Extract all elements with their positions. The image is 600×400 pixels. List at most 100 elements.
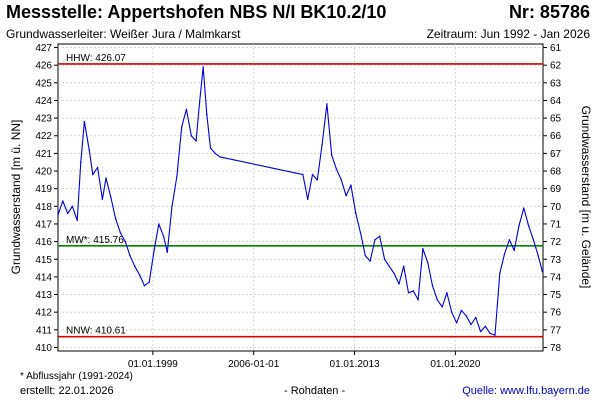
reference-line-label: MW*: 415.76 bbox=[66, 235, 124, 246]
data-point bbox=[219, 156, 221, 158]
data-point bbox=[316, 179, 318, 181]
left-tick-label: 422 bbox=[35, 131, 52, 142]
data-point bbox=[508, 239, 511, 241]
data-point bbox=[379, 235, 381, 238]
data-point bbox=[422, 247, 424, 250]
right-tick-label: 77 bbox=[550, 325, 562, 336]
right-tick-label: 71 bbox=[550, 219, 562, 230]
data-point bbox=[403, 265, 405, 268]
data-point bbox=[417, 299, 419, 301]
data-point bbox=[92, 173, 94, 176]
right-tick-label: 65 bbox=[550, 114, 562, 125]
right-tick-label: 62 bbox=[550, 61, 562, 72]
x-tick-label: 01.01.2013 bbox=[330, 359, 380, 370]
right-tick-label: 70 bbox=[550, 202, 562, 213]
source-link[interactable]: Quelle: www.lfu.bayern.de bbox=[462, 385, 590, 397]
data-point bbox=[523, 207, 525, 209]
data-point bbox=[185, 108, 188, 110]
data-point bbox=[470, 323, 472, 326]
left-tick-label: 419 bbox=[35, 184, 52, 195]
data-point bbox=[499, 272, 501, 275]
data-point bbox=[441, 306, 443, 308]
data-point bbox=[407, 292, 410, 294]
left-tick-label: 410 bbox=[35, 343, 52, 354]
period-label: Zeitraum: Jun 1992 - Jan 2026 bbox=[426, 27, 590, 41]
left-tick-label: 414 bbox=[35, 272, 52, 283]
left-tick-label: 421 bbox=[35, 149, 52, 160]
data-point bbox=[190, 135, 192, 137]
data-point bbox=[427, 262, 429, 264]
data-point bbox=[306, 198, 309, 200]
data-point bbox=[340, 179, 343, 181]
data-point bbox=[364, 255, 367, 257]
right-axis-ticks: 61 62 63 64 65 66 67 68 69 70 71 72 73 74 75 76 77 78 bbox=[543, 43, 562, 354]
data-point bbox=[388, 265, 391, 268]
left-tick-label: 420 bbox=[35, 167, 52, 178]
data-point bbox=[166, 251, 168, 253]
data-point bbox=[214, 152, 216, 155]
left-tick-label: 427 bbox=[35, 43, 52, 54]
data-point bbox=[369, 260, 371, 262]
data-point bbox=[479, 330, 482, 333]
right-tick-label: 74 bbox=[550, 272, 562, 283]
data-point bbox=[446, 292, 448, 294]
data-point bbox=[475, 316, 477, 319]
data-point bbox=[105, 177, 107, 179]
data-point bbox=[393, 272, 395, 275]
data-point bbox=[503, 253, 506, 255]
data-point bbox=[374, 239, 376, 241]
right-tick-label: 72 bbox=[550, 237, 562, 248]
left-axis-ticks: 410 411 412 413 414 415 416 417 418 419 420 421 422 4… bbox=[35, 43, 58, 354]
right-tick-label: 64 bbox=[550, 96, 562, 107]
data-point bbox=[202, 66, 204, 68]
x-tick-label: 01.01.2020 bbox=[430, 359, 480, 370]
reference-lines: HHW: 426.07 MW*: 415.76 NNW: 410.61 bbox=[58, 53, 543, 338]
data-point bbox=[359, 232, 362, 234]
data-point bbox=[162, 235, 165, 238]
left-tick-label: 424 bbox=[35, 96, 52, 107]
data-point bbox=[119, 232, 122, 234]
data-point bbox=[198, 101, 201, 103]
aquifer-label: Grundwasserleiter: Weißer Jura / Malmkar… bbox=[6, 27, 241, 41]
data-point bbox=[114, 217, 117, 220]
data-point bbox=[195, 140, 197, 142]
left-tick-label: 418 bbox=[35, 202, 52, 213]
data-point bbox=[541, 270, 544, 273]
data-point bbox=[518, 225, 520, 227]
data-point bbox=[345, 195, 347, 197]
data-point bbox=[206, 113, 208, 116]
data-point bbox=[455, 322, 458, 324]
right-tick-label: 67 bbox=[550, 149, 562, 160]
data-point bbox=[83, 120, 86, 123]
series-layer bbox=[57, 66, 544, 336]
plot-area bbox=[57, 43, 544, 352]
data-point bbox=[494, 334, 496, 336]
data-point bbox=[398, 283, 400, 285]
left-tick-label: 412 bbox=[35, 308, 52, 319]
left-tick-label: 425 bbox=[35, 78, 52, 89]
reference-line-label: NNW: 410.61 bbox=[66, 326, 126, 337]
left-tick-label: 416 bbox=[35, 237, 52, 248]
data-type-label: - Rohdaten - bbox=[284, 385, 346, 397]
right-tick-label: 75 bbox=[550, 290, 562, 301]
x-tick-label: 01.01.1999 bbox=[128, 359, 178, 370]
x-tick-label: 2006-01-01 bbox=[228, 359, 280, 370]
data-point bbox=[180, 126, 183, 128]
right-tick-label: 68 bbox=[550, 167, 562, 178]
data-point bbox=[57, 214, 59, 216]
data-point bbox=[171, 205, 173, 208]
data-point bbox=[110, 196, 112, 199]
data-point bbox=[451, 311, 453, 313]
created-date: erstellt: 22.01.2026 bbox=[20, 385, 114, 397]
data-point bbox=[124, 240, 126, 243]
data-point bbox=[302, 173, 304, 176]
data-point bbox=[148, 281, 150, 283]
data-point bbox=[311, 173, 314, 176]
station-number: Nr: 85786 bbox=[508, 2, 590, 22]
left-tick-label: 413 bbox=[35, 290, 52, 301]
data-point bbox=[431, 285, 434, 287]
data-point bbox=[537, 255, 539, 257]
right-tick-label: 69 bbox=[550, 184, 562, 195]
right-tick-label: 78 bbox=[550, 343, 562, 354]
